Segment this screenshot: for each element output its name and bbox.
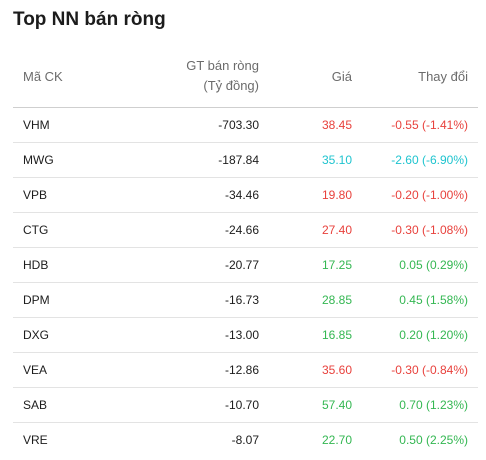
price-change: -2.60 (-6.90%) [391, 153, 468, 167]
net-sell-value: -34.46 [224, 188, 259, 202]
price: 35.60 [321, 363, 352, 377]
column-header-net-sell-value: GT bán ròng (Tỷ đồng) [186, 56, 259, 96]
table-row[interactable]: SAB -10.70 57.40 0.70 (1.23%) [13, 388, 478, 423]
price-change: 0.70 (1.23%) [399, 398, 468, 412]
price-change: 0.45 (1.58%) [399, 293, 468, 307]
net-sell-value: -8.07 [231, 433, 259, 447]
price: 28.85 [321, 293, 352, 307]
price-change: 0.20 (1.20%) [399, 328, 468, 342]
widget-title: Top NN bán ròng [13, 9, 166, 30]
net-sell-value: -16.73 [224, 293, 259, 307]
table-header: Mã CK GT bán ròng (Tỷ đồng) Giá Thay đổi [13, 51, 478, 108]
price: 35.10 [321, 153, 352, 167]
price-change: 0.05 (0.29%) [399, 258, 468, 272]
price: 16.85 [321, 328, 352, 342]
net-sell-value: -10.70 [224, 398, 259, 412]
table-row[interactable]: VRE -8.07 22.70 0.50 (2.25%) [13, 423, 478, 457]
stock-code: SAB [23, 398, 48, 412]
price: 27.40 [321, 223, 352, 237]
column-header-net-sell-value-line2: (Tỷ đồng) [203, 78, 259, 93]
price: 38.45 [321, 118, 352, 132]
stock-code: VRE [23, 433, 48, 447]
column-header-net-sell-value-line1: GT bán ròng [186, 58, 259, 73]
net-sell-table: Mã CK GT bán ròng (Tỷ đồng) Giá Thay đổi… [13, 51, 478, 457]
column-header-price: Giá [331, 69, 352, 84]
column-header-code: Mã CK [23, 69, 63, 84]
price-change: 0.50 (2.25%) [399, 433, 468, 447]
stock-code: DXG [23, 328, 50, 342]
stock-code: VEA [23, 363, 48, 377]
table-row[interactable]: VEA -12.86 35.60 -0.30 (-0.84%) [13, 353, 478, 388]
price-change: -0.30 (-1.08%) [391, 223, 468, 237]
price-change: -0.30 (-0.84%) [391, 363, 468, 377]
price-change: -0.20 (-1.00%) [391, 188, 468, 202]
table-row[interactable]: DPM -16.73 28.85 0.45 (1.58%) [13, 283, 478, 318]
stock-code: VPB [23, 188, 48, 202]
stock-code: VHM [23, 118, 50, 132]
net-sell-value: -12.86 [224, 363, 259, 377]
table-body: VHM -703.30 38.45 -0.55 (-1.41%) MWG -187.84 3… [13, 108, 478, 457]
stock-code: CTG [23, 223, 49, 237]
column-header-change: Thay đổi [418, 69, 468, 84]
price-change: -0.55 (-1.41%) [391, 118, 468, 132]
net-sell-value: -187.84 [218, 153, 259, 167]
table-row[interactable]: MWG -187.84 35.10 -2.60 (-6.90%) [13, 143, 478, 178]
stock-code: HDB [23, 258, 49, 272]
net-sell-value: -703.30 [218, 118, 259, 132]
price: 19.80 [321, 188, 352, 202]
net-sell-value: -20.77 [224, 258, 259, 272]
table-row[interactable]: VHM -703.30 38.45 -0.55 (-1.41%) [13, 108, 478, 143]
stock-code: DPM [23, 293, 50, 307]
table-row[interactable]: VPB -34.46 19.80 -0.20 (-1.00%) [13, 178, 478, 213]
stock-code: MWG [23, 153, 54, 167]
price: 17.25 [321, 258, 352, 272]
table-row[interactable]: DXG -13.00 16.85 0.20 (1.20%) [13, 318, 478, 353]
price: 22.70 [321, 433, 352, 447]
table-row[interactable]: CTG -24.66 27.40 -0.30 (-1.08%) [13, 213, 478, 248]
price: 57.40 [321, 398, 352, 412]
table-row[interactable]: HDB -20.77 17.25 0.05 (0.29%) [13, 248, 478, 283]
net-sell-value: -24.66 [224, 223, 259, 237]
net-sell-value: -13.00 [224, 328, 259, 342]
